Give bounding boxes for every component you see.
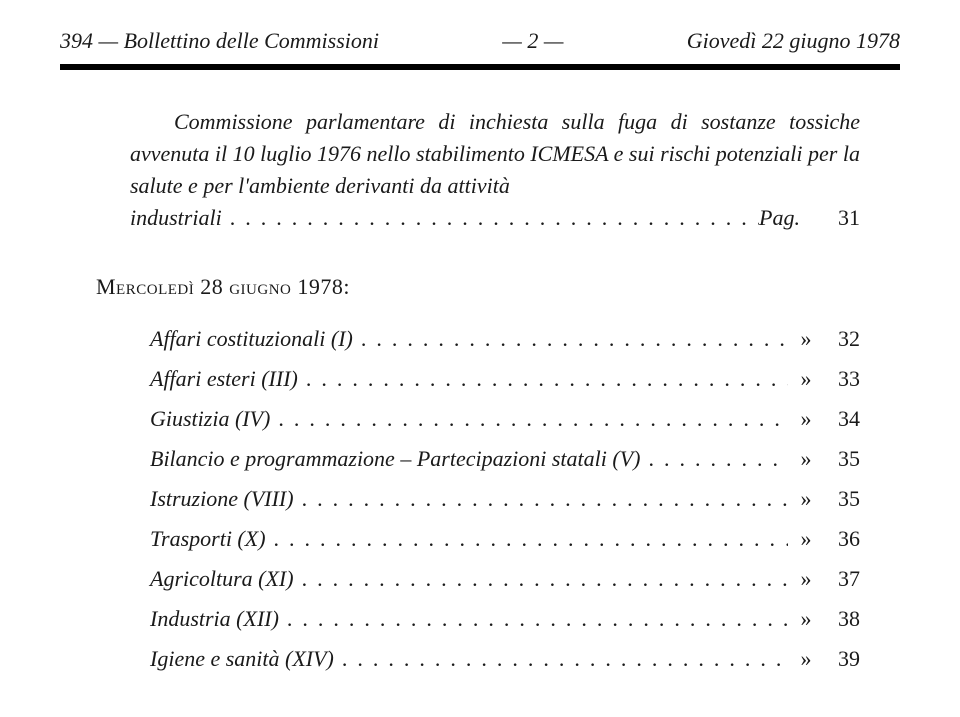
toc-label: Industria (XII): [150, 606, 279, 632]
toc-marker: »: [788, 566, 824, 592]
dot-leader: ........................................…: [294, 566, 788, 592]
pag-label: Pag.: [759, 202, 800, 234]
toc-row: Istruzione (VIII).......................…: [150, 486, 860, 512]
table-of-contents: Affari costituzionali (I)...............…: [150, 326, 860, 672]
toc-page-number: 35: [824, 446, 860, 472]
toc-marker: »: [788, 646, 824, 672]
toc-marker: »: [788, 486, 824, 512]
toc-marker: »: [788, 526, 824, 552]
dot-leader: ........................................…: [279, 606, 788, 632]
toc-page-number: 34: [824, 406, 860, 432]
toc-row: Trasporti (X)...........................…: [150, 526, 860, 552]
toc-label: Trasporti (X): [150, 526, 266, 552]
header-page-number: 394 — Bollettino delle Commissioni: [60, 28, 379, 54]
toc-marker: »: [788, 366, 824, 392]
toc-marker: »: [788, 406, 824, 432]
toc-page-number: 35: [824, 486, 860, 512]
dot-leader: ........................................…: [353, 326, 788, 352]
toc-label: Igiene e sanità (XIV): [150, 646, 334, 672]
header-dash: —: [99, 28, 124, 53]
dot-leader: ........................................…: [334, 646, 788, 672]
toc-row: Affari esteri (III).....................…: [150, 366, 860, 392]
header-page-num-text: 394: [60, 28, 93, 53]
header-title-left: Bollettino delle Commissioni: [124, 28, 379, 53]
section-heading: Mercoledì 28 giugno 1978:: [96, 274, 900, 300]
toc-row: Agricoltura (XI)........................…: [150, 566, 860, 592]
toc-page-number: 38: [824, 606, 860, 632]
intro-last-line: industriali ............................…: [130, 202, 860, 234]
toc-label: Istruzione (VIII): [150, 486, 294, 512]
dot-leader: ........................................…: [294, 486, 788, 512]
toc-label: Agricoltura (XI): [150, 566, 294, 592]
toc-page-number: 33: [824, 366, 860, 392]
intro-text: Commissione parlamentare di inchiesta su…: [130, 106, 860, 202]
toc-row: Affari costituzionali (I)...............…: [150, 326, 860, 352]
toc-marker: »: [788, 606, 824, 632]
dot-leader: ........................................…: [266, 526, 788, 552]
header-rule: [60, 64, 900, 70]
toc-page-number: 36: [824, 526, 860, 552]
toc-page-number: 39: [824, 646, 860, 672]
toc-page-number: 32: [824, 326, 860, 352]
page-root: 394 — Bollettino delle Commissioni — 2 —…: [0, 0, 960, 672]
toc-row: Igiene e sanità (XIV)...................…: [150, 646, 860, 672]
running-header: 394 — Bollettino delle Commissioni — 2 —…: [60, 28, 900, 60]
intro-last-word: industriali: [130, 202, 222, 234]
toc-marker: »: [788, 326, 824, 352]
toc-row: Giustizia (IV)..........................…: [150, 406, 860, 432]
toc-label: Giustizia (IV): [150, 406, 270, 432]
header-date: Giovedì 22 giugno 1978: [687, 28, 900, 54]
toc-label: Bilancio e programmazione – Partecipazio…: [150, 446, 640, 472]
toc-page-number: 37: [824, 566, 860, 592]
dot-leader: ........................................…: [298, 366, 788, 392]
dot-leader: ........................................…: [640, 446, 788, 472]
pag-number: 31: [824, 202, 860, 234]
dot-leader: ........................................…: [222, 202, 759, 234]
toc-row: Industria (XII).........................…: [150, 606, 860, 632]
dot-leader: ........................................…: [270, 406, 788, 432]
toc-label: Affari esteri (III): [150, 366, 298, 392]
intro-paragraph: Commissione parlamentare di inchiesta su…: [130, 106, 860, 234]
toc-row: Bilancio e programmazione – Partecipazio…: [150, 446, 860, 472]
header-center: — 2 —: [379, 28, 687, 54]
toc-marker: »: [788, 446, 824, 472]
toc-label: Affari costituzionali (I): [150, 326, 353, 352]
